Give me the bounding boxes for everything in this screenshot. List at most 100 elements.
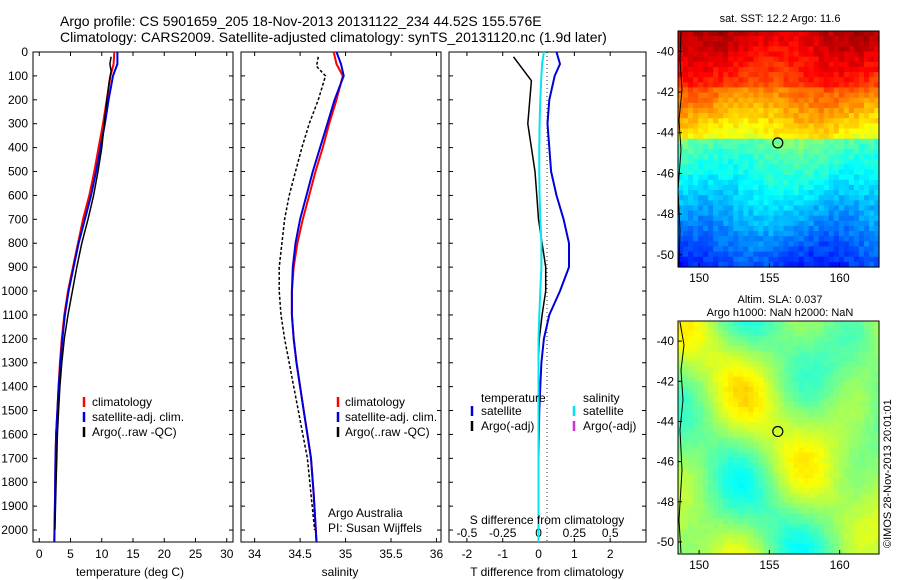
map-cell	[708, 261, 714, 268]
map-cell	[713, 210, 719, 217]
sla-map-title-1: Altim. SLA: 0.037	[738, 294, 823, 306]
map-cell	[743, 488, 749, 494]
map-cell	[858, 442, 865, 449]
map-cell	[703, 467, 709, 474]
annotation-argo-australia: Argo Australia	[328, 506, 403, 520]
map-cell	[713, 184, 719, 191]
map-cell	[803, 498, 810, 504]
map-cell	[823, 154, 830, 160]
map-cell	[723, 452, 729, 459]
map-cell	[793, 97, 800, 104]
map-cell	[703, 246, 709, 253]
map-cell	[788, 366, 795, 373]
map-cell	[808, 376, 815, 383]
map-cell	[868, 220, 875, 227]
map-cell	[813, 143, 820, 150]
map-cell	[713, 503, 719, 510]
map-cell	[823, 396, 830, 403]
map-cell	[733, 46, 739, 53]
map-cell	[868, 46, 875, 53]
map-cell	[853, 498, 860, 504]
map-cell	[773, 87, 780, 94]
map-cell	[768, 442, 775, 449]
map-cell	[703, 321, 709, 327]
map-cell	[853, 87, 860, 94]
map-cell	[703, 169, 709, 176]
map-cell	[828, 366, 835, 373]
map-cell	[803, 195, 810, 201]
map-cell	[838, 190, 845, 196]
map-cell	[788, 493, 795, 499]
map-cell	[743, 92, 749, 99]
map-cell	[743, 154, 749, 160]
map-cell	[873, 442, 880, 449]
map-cell	[703, 538, 709, 545]
map-cell	[818, 205, 825, 212]
map-cell	[778, 133, 785, 140]
map-cell	[838, 396, 845, 403]
map-cell	[708, 77, 714, 83]
map-cell	[793, 407, 800, 413]
map-cell	[703, 195, 709, 201]
map-cell	[858, 381, 865, 388]
map-cell	[693, 528, 699, 535]
map-cell	[688, 503, 694, 510]
map-cell	[818, 36, 825, 42]
map-cell	[803, 179, 810, 186]
map-cell	[838, 361, 845, 368]
map-cell	[693, 225, 699, 232]
map-cell	[713, 528, 719, 535]
map-cell	[783, 41, 790, 47]
map-cell	[693, 346, 699, 352]
map-cell	[698, 417, 704, 423]
map-cell	[783, 61, 790, 68]
map-cell	[798, 154, 805, 160]
map-cell	[713, 472, 719, 479]
map-cell	[753, 102, 760, 109]
map-cell	[713, 195, 719, 201]
map-cell	[763, 483, 770, 489]
map-cell	[738, 467, 744, 474]
map-cell	[798, 143, 805, 150]
map-cell	[763, 503, 770, 510]
map-cell	[868, 36, 875, 42]
map-cell	[808, 215, 815, 222]
map-cell	[718, 386, 724, 393]
map-cell	[813, 331, 820, 337]
map-cell	[828, 56, 835, 63]
map-cell	[813, 179, 820, 186]
map-cell	[728, 538, 734, 545]
map-cell	[678, 92, 684, 99]
map-cell	[848, 386, 855, 393]
map-cell	[688, 412, 694, 418]
map-cell	[853, 46, 860, 53]
map-cell	[798, 225, 805, 232]
map-cell	[838, 437, 845, 444]
map-cell	[738, 236, 744, 242]
map-cell	[693, 107, 699, 114]
map-cell	[848, 31, 855, 37]
map-cell	[703, 508, 709, 515]
map-cell	[713, 513, 719, 520]
map-cell	[773, 336, 780, 342]
map-cell	[873, 498, 880, 504]
map-cell	[688, 164, 694, 171]
map-cell	[873, 205, 880, 212]
map-cell	[848, 432, 855, 439]
map-cell	[703, 215, 709, 222]
map-cell	[843, 41, 850, 47]
map-cell	[713, 107, 719, 114]
map-cell	[858, 184, 865, 191]
map-cell	[678, 241, 684, 248]
map-cell	[778, 113, 785, 119]
map-cell	[748, 402, 754, 408]
map-cell	[798, 123, 805, 130]
series-climatology	[290, 51, 344, 543]
map-cell	[703, 41, 709, 47]
map-cell	[868, 77, 875, 83]
map-cell	[693, 143, 699, 150]
map-cell	[773, 190, 780, 196]
map-cell	[798, 220, 805, 227]
map-cell	[833, 346, 840, 352]
map-cell	[818, 107, 825, 114]
